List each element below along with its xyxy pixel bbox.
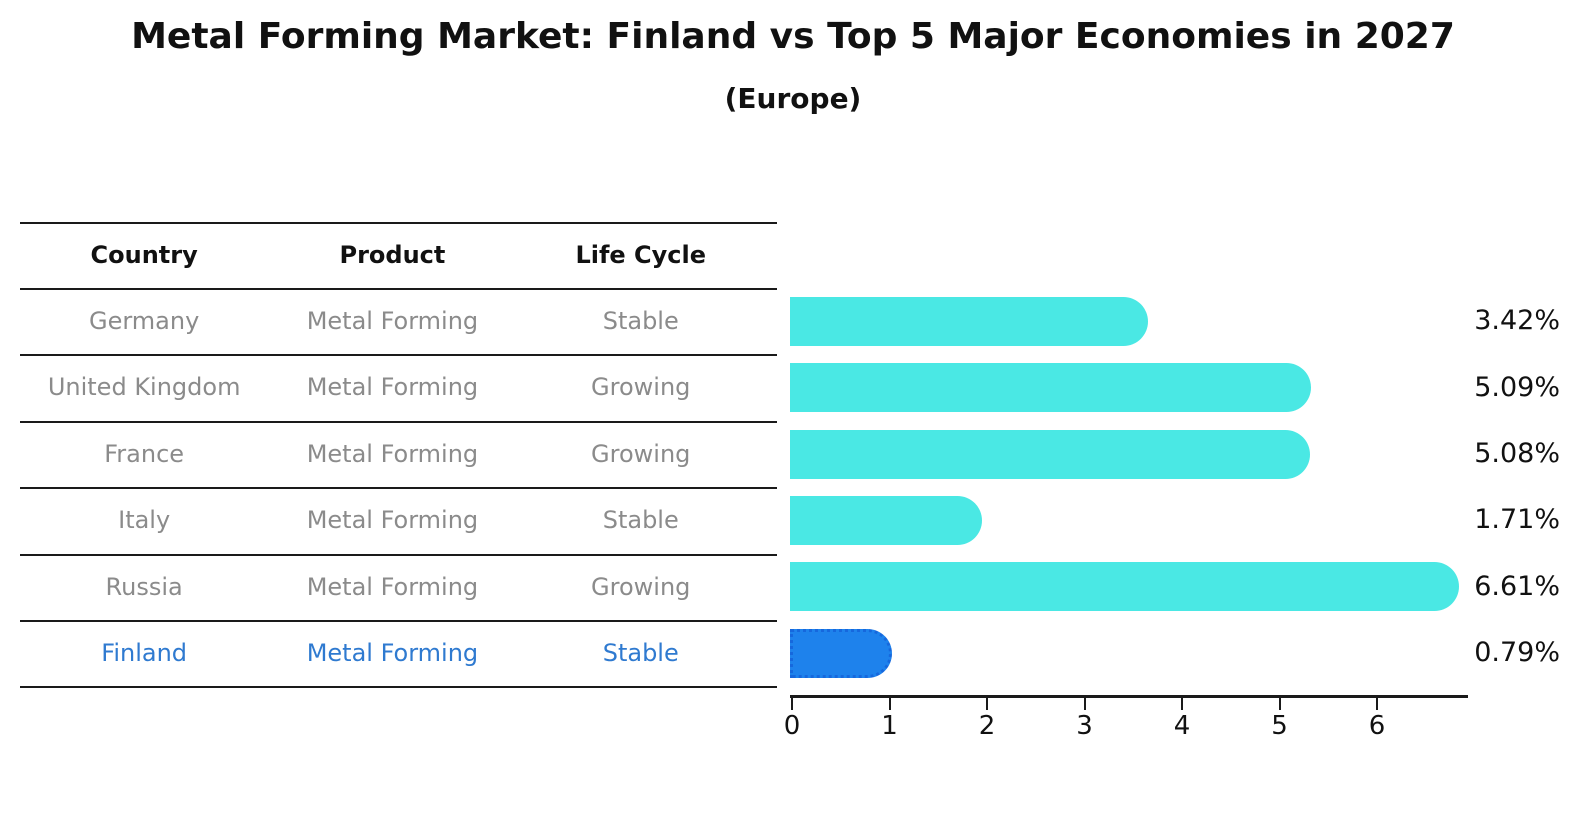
x-axis-tick-mark: [986, 698, 988, 710]
chart-subtitle: (Europe): [724, 82, 862, 115]
table-divider: [20, 487, 765, 490]
column-header-life-cycle: Life Cycle: [575, 241, 707, 269]
x-axis-tick-label: 6: [1368, 711, 1386, 741]
y-axis-tick: [755, 686, 777, 689]
value-label-russia: 6.61%: [1474, 570, 1560, 602]
y-axis-tick: [755, 222, 777, 224]
y-axis-tick: [755, 420, 777, 423]
table-divider: [20, 354, 765, 357]
cell-product: Metal Forming: [306, 373, 479, 402]
x-axis-tick-label: 2: [978, 711, 996, 741]
bar-france: [790, 429, 1311, 479]
column-header-product: Product: [339, 241, 446, 269]
table-row-russia: Russia Metal Forming Growing: [20, 554, 765, 620]
value-label-finland: 0.79%: [1474, 637, 1560, 669]
y-axis-tick: [755, 553, 777, 556]
table-header-row: Country Product Life Cycle: [20, 222, 765, 288]
cell-country: United Kingdom: [47, 373, 241, 402]
bar-russia: [790, 562, 1460, 612]
bar-italy: [790, 495, 982, 545]
table-divider: [20, 222, 765, 224]
cell-product: Metal Forming: [306, 307, 479, 335]
x-axis-tick-mark: [888, 698, 891, 710]
cell-country: Italy: [118, 506, 171, 535]
table-divider: [20, 553, 765, 556]
bar-germany: [790, 296, 1149, 346]
cell-country: France: [104, 439, 185, 468]
table-divider: [20, 420, 765, 423]
table-divider: [20, 288, 765, 290]
y-axis-tick: [755, 487, 777, 490]
value-label-germany: 3.42%: [1474, 305, 1560, 337]
value-label-france: 5.08%: [1474, 438, 1560, 469]
value-label-united-kingdom: 5.09%: [1474, 371, 1560, 403]
x-axis-tick-mark: [1181, 698, 1183, 710]
y-axis-tick: [755, 288, 777, 290]
y-axis-tick: [755, 620, 777, 622]
x-axis-tick-label: 5: [1271, 711, 1288, 741]
cell-product: Metal Forming: [306, 639, 479, 667]
value-label-italy: 1.71%: [1474, 504, 1560, 536]
table-row-germany: Germany Metal Forming Stable: [20, 288, 765, 354]
x-axis-tick-mark: [1083, 698, 1086, 710]
cell-life-cycle: Growing: [591, 373, 691, 402]
cell-life-cycle: Growing: [591, 439, 691, 468]
table-row-united-kingdom: United Kingdom Metal Forming Growing: [20, 354, 765, 420]
cell-country: Germany: [88, 307, 200, 335]
cell-product: Metal Forming: [306, 439, 479, 468]
bar-united-kingdom: [790, 363, 1312, 413]
x-axis-line: [790, 695, 1468, 698]
x-axis-tick-mark: [1278, 698, 1281, 710]
cell-product: Metal Forming: [306, 506, 479, 535]
x-axis-tick-mark: [791, 698, 793, 710]
x-axis-tick-label: 4: [1173, 711, 1191, 741]
cell-country: Russia: [105, 572, 183, 601]
cell-life-cycle: Growing: [591, 572, 691, 601]
x-axis-tick-label: 1: [881, 711, 898, 741]
table-divider: [20, 686, 765, 689]
table-divider: [20, 620, 765, 622]
x-axis-tick-label: 3: [1076, 711, 1093, 741]
cell-product: Metal Forming: [306, 572, 479, 601]
cell-life-cycle: Stable: [602, 506, 679, 535]
column-header-country: Country: [90, 241, 198, 269]
x-axis-tick-mark: [1376, 698, 1378, 710]
chart-title: Metal Forming Market: Finland vs Top 5 M…: [131, 16, 1455, 57]
cell-life-cycle: Stable: [602, 307, 679, 335]
cell-country: Finland: [101, 639, 188, 667]
cell-life-cycle: Stable: [602, 639, 679, 667]
table-row-france: France Metal Forming Growing: [20, 421, 765, 487]
x-axis-tick-label: 0: [783, 711, 801, 741]
bar-finland: [790, 628, 893, 678]
table-row-italy: Italy Metal Forming Stable: [20, 487, 765, 553]
y-axis-tick: [755, 354, 777, 357]
table-row-finland: Finland Metal Forming Stable: [20, 620, 765, 686]
